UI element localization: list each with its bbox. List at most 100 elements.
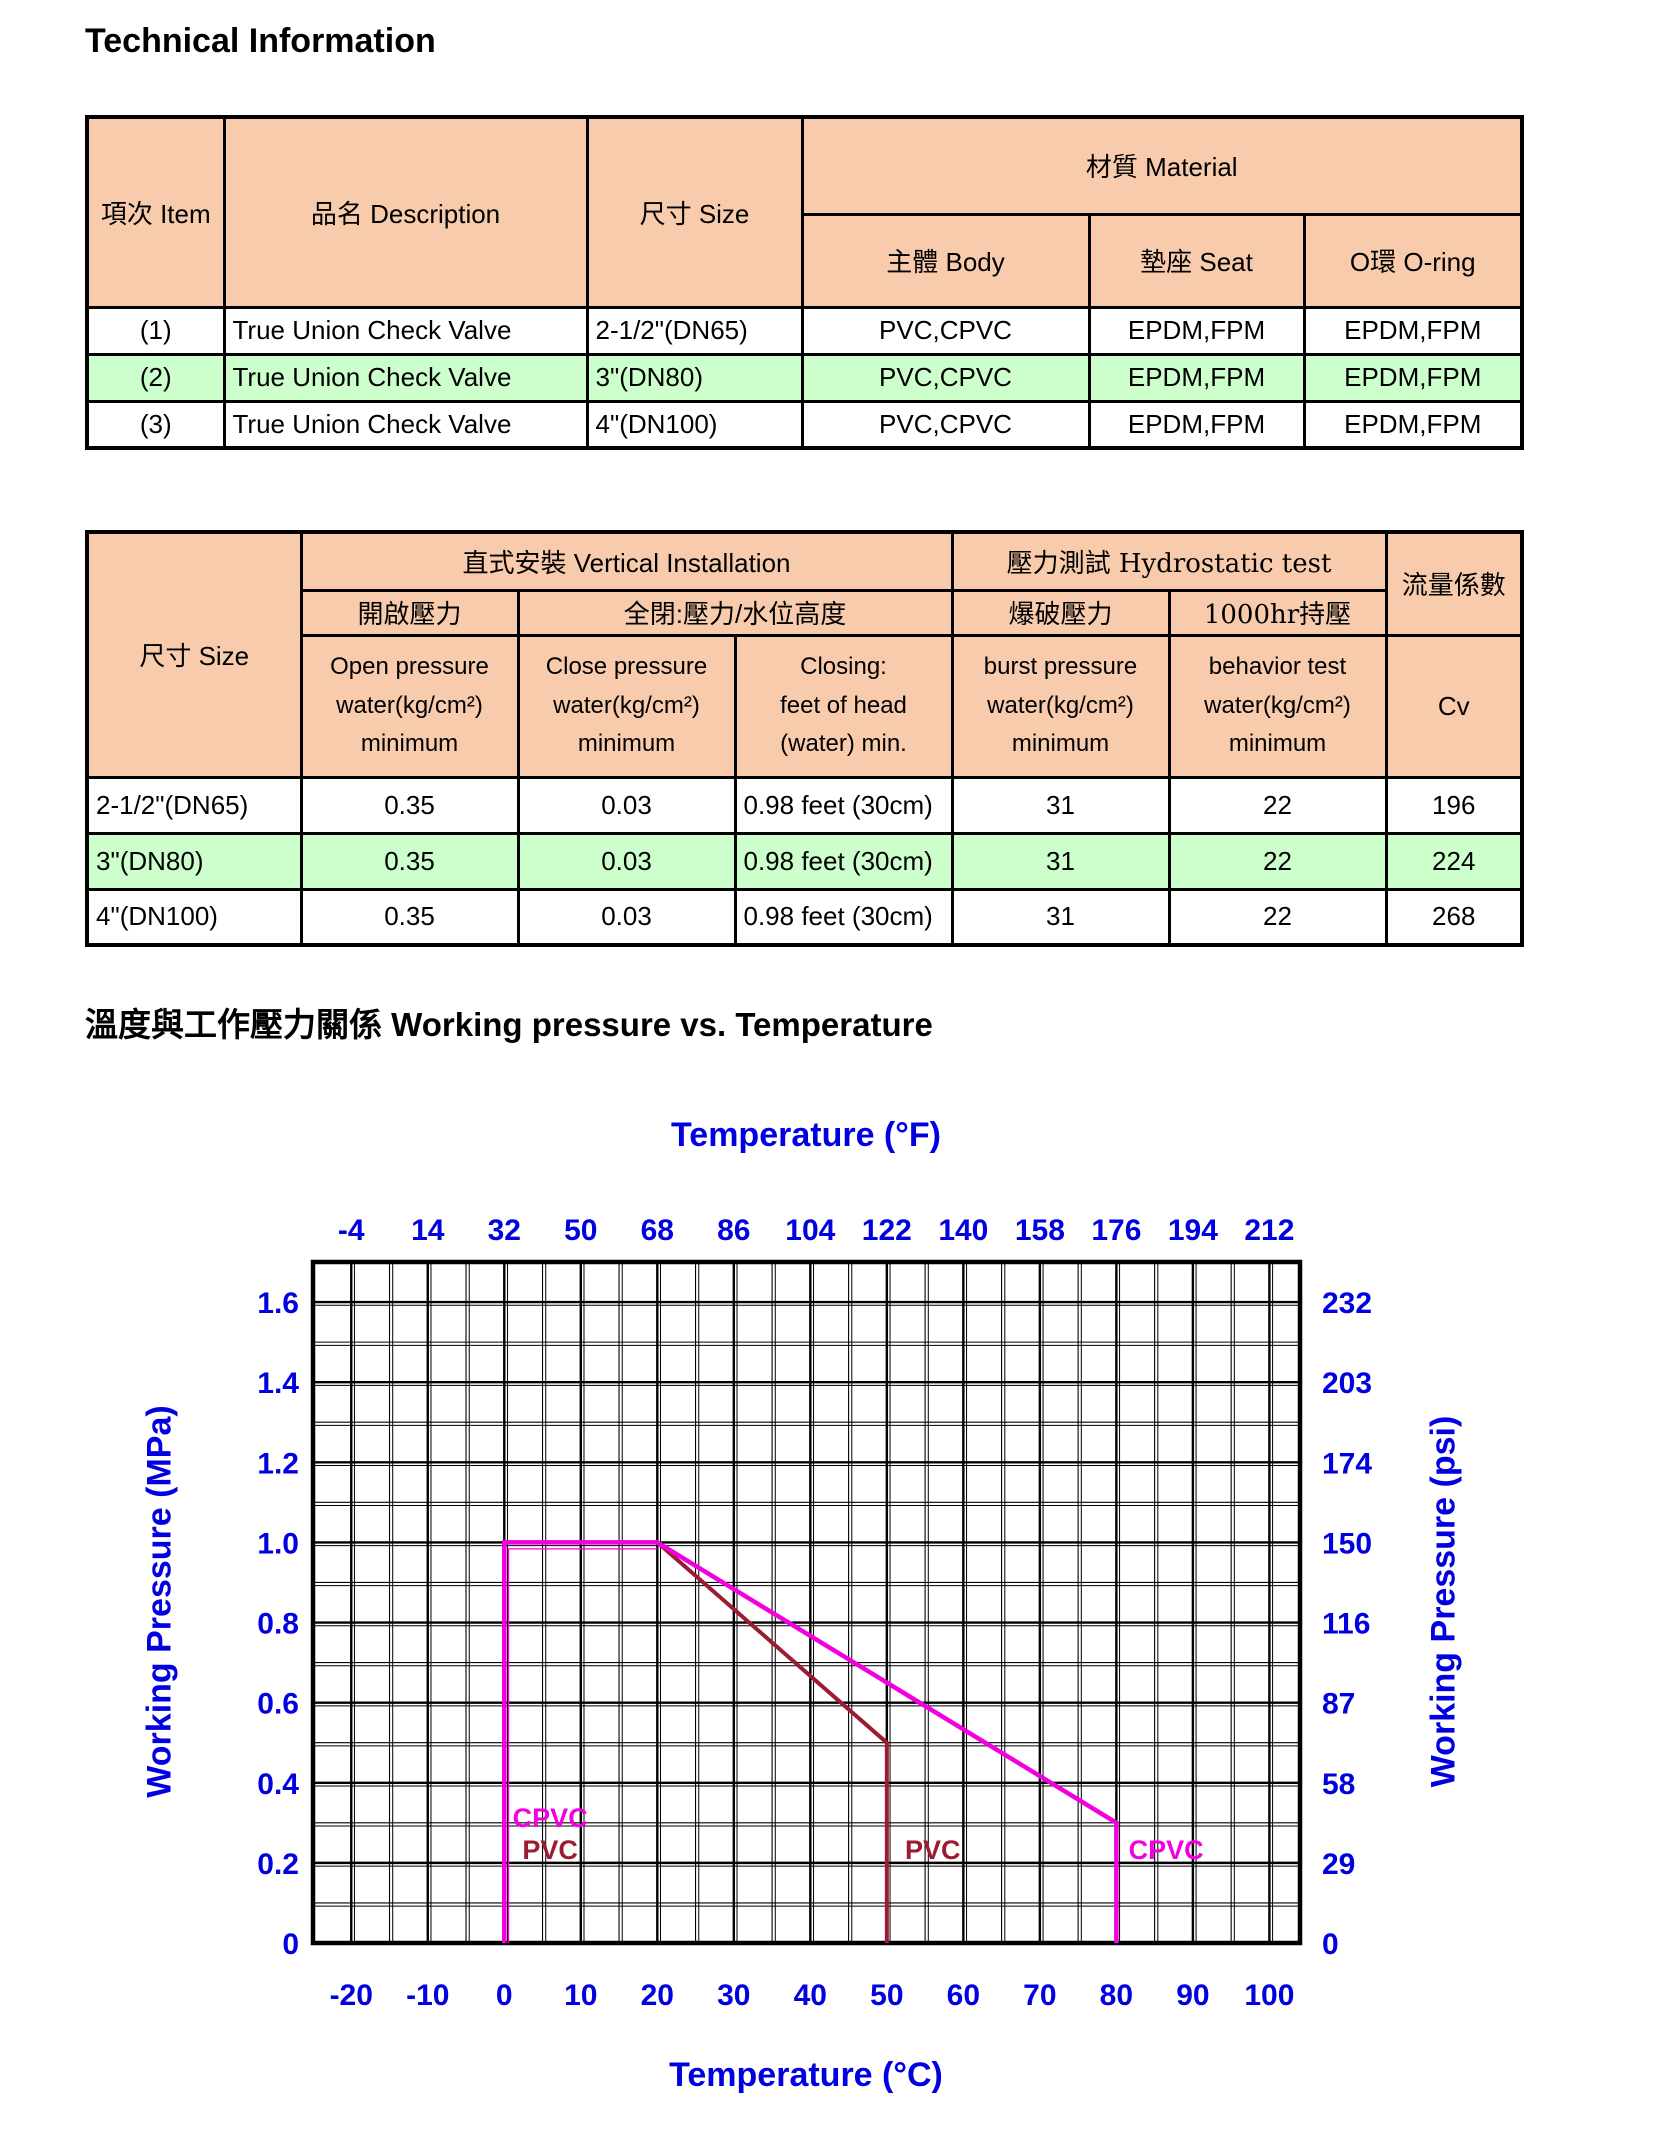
- x-tick-label-f: 86: [717, 1214, 750, 1247]
- y-tick-label-psi: 0: [1322, 1928, 1339, 1961]
- cell-description: True Union Check Valve: [222, 352, 589, 403]
- performance-header-row-2: 開啟壓力 全閉:壓力/水位高度 爆破壓力 1000hr持壓: [87, 588, 1522, 637]
- x-tick-label-f: 140: [938, 1214, 988, 1247]
- table-row: 3"(DN80) 0.35 0.03 0.98 feet (30cm) 31 2…: [85, 831, 1524, 891]
- cell-body: PVC,CPVC: [800, 352, 1091, 403]
- th-size: 尺寸 Size: [585, 115, 804, 309]
- materials-header-row-2: 主體 Body 墊座 Seat O環 O-ring: [87, 212, 1524, 309]
- x-tick-label-f: 176: [1091, 1214, 1141, 1247]
- th-size: 尺寸 Size: [85, 530, 303, 779]
- y-tick-label-mpa: 0.6: [257, 1688, 299, 1721]
- table-row: 2-1/2"(DN65) 0.35 0.03 0.98 feet (30cm) …: [85, 775, 1524, 835]
- x-tick-label-c: 10: [564, 1979, 597, 2012]
- table-row: (3) True Union Check Valve 4"(DN100) PVC…: [85, 399, 1524, 450]
- th-body: 主體 Body: [800, 212, 1091, 309]
- series-line-echo: [507, 1548, 658, 1943]
- cell-cv: 268: [1384, 887, 1524, 947]
- cell-size: 2-1/2"(DN65): [85, 775, 303, 835]
- cell-open: 0.35: [299, 831, 520, 891]
- y-tick-label-mpa: 0: [282, 1928, 299, 1961]
- section-title-working-pressure: 溫度與工作壓力關係 Working pressure vs. Temperatu…: [85, 1006, 933, 1043]
- cell-body: PVC,CPVC: [800, 399, 1091, 450]
- cell-open: 0.35: [299, 887, 520, 947]
- x-tick-label-c: -20: [330, 1979, 373, 2012]
- cell-close: 0.03: [516, 831, 737, 891]
- series-line-cpvc: [502, 1540, 1119, 1943]
- table-row: (2) True Union Check Valve 3"(DN80) PVC,…: [85, 352, 1524, 403]
- cell-closing: 0.98 feet (30cm): [733, 887, 954, 947]
- x-tick-label-f: 158: [1015, 1214, 1065, 1247]
- th-open-pressure-cn: 開啟壓力: [299, 588, 520, 637]
- performance-header-row-3: Open pressure water(kg/cm²) minimum Clos…: [87, 633, 1524, 779]
- page-title: Technical Information: [85, 22, 436, 60]
- cell-size: 3"(DN80): [585, 352, 804, 403]
- x-tick-label-f: 104: [785, 1214, 835, 1247]
- cell-seat: EPDM,FPM: [1087, 305, 1306, 356]
- cell-closing: 0.98 feet (30cm): [733, 775, 954, 835]
- axis-label-mpa: Working Pressure (MPa): [140, 1405, 179, 1798]
- th-open-pressure-en: Open pressure water(kg/cm²) minimum: [299, 633, 520, 779]
- cell-hold: 22: [1167, 831, 1388, 891]
- x-tick-label-c: 70: [1023, 1979, 1056, 2012]
- x-tick-label-f: 68: [641, 1214, 674, 1247]
- cell-size: 4"(DN100): [85, 887, 303, 947]
- cell-closing: 0.98 feet (30cm): [733, 831, 954, 891]
- performance-table: 尺寸 Size 直式安裝 Vertical Installation 壓力測試 …: [85, 530, 1524, 947]
- x-tick-label-f: -4: [338, 1214, 365, 1247]
- cell-oring: EPDM,FPM: [1302, 305, 1524, 356]
- cell-hold: 22: [1167, 887, 1388, 947]
- cell-seat: EPDM,FPM: [1087, 352, 1306, 403]
- cell-cv: 224: [1384, 831, 1524, 891]
- cell-seat: EPDM,FPM: [1087, 399, 1306, 450]
- chart-title-temperature-f: Temperature (°F): [671, 1116, 941, 1154]
- th-vertical-installation: 直式安裝 Vertical Installation: [299, 530, 954, 592]
- th-behavior-test-en: behavior test water(kg/cm²) minimum: [1167, 633, 1388, 779]
- x-tick-label-f: 212: [1244, 1214, 1294, 1247]
- cell-cv: 196: [1384, 775, 1524, 835]
- y-tick-label-psi: 203: [1322, 1367, 1372, 1400]
- y-tick-label-psi: 150: [1322, 1527, 1372, 1560]
- annotation-pvc: PVC: [905, 1835, 961, 1865]
- x-tick-label-f: 50: [564, 1214, 597, 1247]
- th-seat: 墊座 Seat: [1087, 212, 1306, 309]
- y-tick-label-psi: 174: [1322, 1447, 1372, 1480]
- y-tick-label-psi: 58: [1322, 1768, 1355, 1801]
- y-tick-label-mpa: 1.4: [257, 1367, 299, 1400]
- th-item: 項次 Item: [85, 115, 226, 309]
- cell-oring: EPDM,FPM: [1302, 399, 1524, 450]
- x-tick-label-c: -10: [406, 1979, 449, 2012]
- y-tick-label-psi: 87: [1322, 1688, 1355, 1721]
- x-tick-label-c: 90: [1176, 1979, 1209, 2012]
- x-tick-label-c: 40: [794, 1979, 827, 2012]
- y-tick-label-mpa: 1.0: [257, 1527, 299, 1560]
- cell-description: True Union Check Valve: [222, 305, 589, 356]
- cell-burst: 31: [950, 831, 1171, 891]
- x-tick-label-c: 80: [1100, 1979, 1133, 2012]
- cell-burst: 31: [950, 887, 1171, 947]
- x-tick-label-c: 50: [870, 1979, 903, 2012]
- x-tick-label-c: 0: [496, 1979, 513, 2012]
- th-oring: O環 O-ring: [1302, 212, 1524, 309]
- plot-border: [310, 1259, 1303, 1946]
- y-tick-label-mpa: 0.2: [257, 1848, 299, 1881]
- th-burst-pressure-cn: 爆破壓力: [950, 588, 1171, 637]
- annotation-cpvc: CPVC: [513, 1803, 588, 1833]
- axis-label-psi: Working Pressure (psi): [1424, 1415, 1463, 1788]
- x-tick-label-c: 60: [947, 1979, 980, 2012]
- th-description: 品名 Description: [222, 115, 589, 309]
- performance-header-row-1: 尺寸 Size 直式安裝 Vertical Installation 壓力測試 …: [85, 530, 1524, 779]
- x-tick-label-c: 20: [641, 1979, 674, 2012]
- table-row: 4"(DN100) 0.35 0.03 0.98 feet (30cm) 31 …: [85, 887, 1524, 947]
- cell-open: 0.35: [299, 775, 520, 835]
- cell-size: 2-1/2"(DN65): [585, 305, 804, 356]
- cell-burst: 31: [950, 775, 1171, 835]
- th-closing-en: Closing: feet of head (water) min.: [733, 633, 954, 779]
- cell-item: (3): [85, 399, 226, 450]
- cell-hold: 22: [1167, 775, 1388, 835]
- annotation-pvc: PVC: [522, 1835, 578, 1865]
- y-tick-label-psi: 116: [1322, 1608, 1370, 1641]
- th-burst-pressure-en: burst pressure water(kg/cm²) minimum: [950, 633, 1171, 779]
- x-tick-label-c: 100: [1244, 1979, 1294, 2012]
- cell-item: (1): [85, 305, 226, 356]
